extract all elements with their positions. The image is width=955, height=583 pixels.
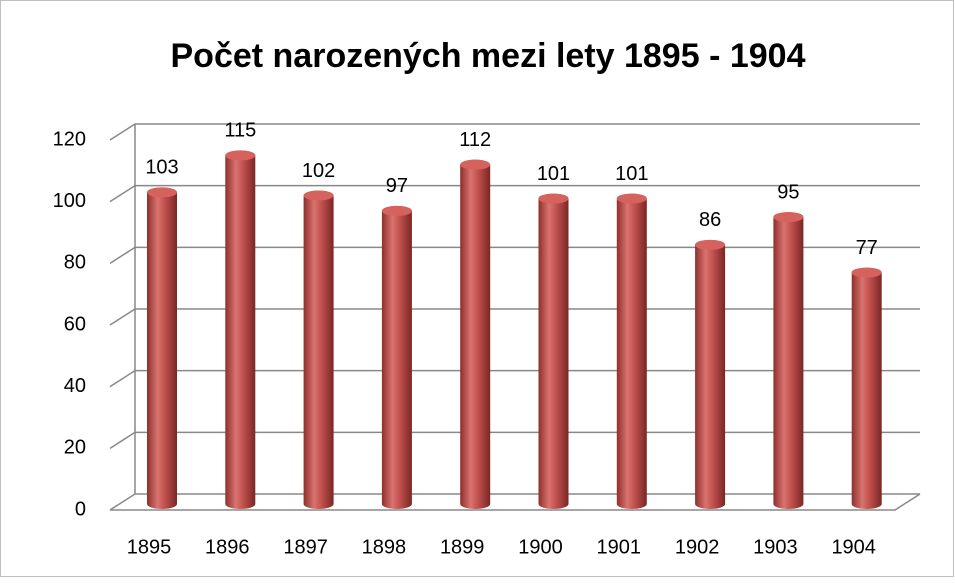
bar	[303, 190, 334, 510]
value-label: 101	[537, 163, 570, 185]
x-tick-label: 1897	[283, 536, 328, 558]
grid-line	[109, 308, 920, 326]
bar	[616, 193, 647, 509]
x-tick-label: 1903	[753, 536, 798, 558]
bar	[225, 150, 256, 509]
grid-line	[109, 123, 920, 141]
x-tick-label: 1898	[362, 536, 407, 558]
grid-line	[109, 493, 920, 511]
bar-top	[460, 159, 491, 170]
x-tick-label: 1901	[597, 536, 642, 558]
y-tick-label: 60	[64, 313, 86, 335]
grid-line	[109, 184, 920, 203]
bar-top	[695, 239, 726, 250]
value-label: 77	[856, 237, 878, 259]
floor	[110, 493, 921, 511]
x-tick-label: 1895	[127, 536, 172, 558]
bar-top	[851, 267, 882, 278]
bar-top	[147, 187, 177, 198]
x-tick-label: 1899	[440, 536, 485, 558]
bar	[773, 212, 804, 509]
x-tick-label: 1896	[205, 536, 250, 558]
chart-title: Počet narozených mezi lety 1895 - 1904	[171, 37, 806, 75]
y-tick-label: 120	[53, 128, 86, 150]
grid-line	[109, 369, 920, 388]
x-tick-label: 1902	[675, 536, 720, 558]
bar-top	[616, 193, 647, 204]
value-label: 115	[224, 120, 256, 142]
y-tick-label: 20	[64, 437, 86, 459]
bar	[147, 187, 177, 509]
value-label: 86	[699, 209, 721, 231]
y-tick-label: 80	[64, 252, 86, 274]
y-tick-label: 100	[53, 190, 86, 212]
bar-top	[303, 190, 334, 201]
bar	[460, 159, 491, 509]
grid-line	[109, 246, 920, 264]
x-tick-label: 1904	[831, 536, 876, 558]
bar-top	[773, 212, 804, 223]
y-tick-label: 0	[75, 498, 86, 520]
bar	[851, 267, 882, 509]
x-tick-label: 1900	[518, 536, 563, 558]
bar	[381, 205, 412, 509]
y-tick-label: 40	[64, 375, 86, 397]
value-label: 103	[145, 157, 178, 179]
value-label: 95	[777, 181, 799, 203]
value-label: 102	[302, 160, 335, 182]
bar	[538, 193, 569, 509]
bar-top	[538, 193, 569, 204]
bar-top	[381, 205, 412, 216]
value-label: 101	[615, 163, 648, 185]
value-label: 97	[386, 175, 408, 197]
value-label: 112	[459, 129, 491, 151]
grid-line	[109, 431, 920, 449]
bar-top	[225, 150, 256, 161]
bar	[695, 239, 726, 509]
